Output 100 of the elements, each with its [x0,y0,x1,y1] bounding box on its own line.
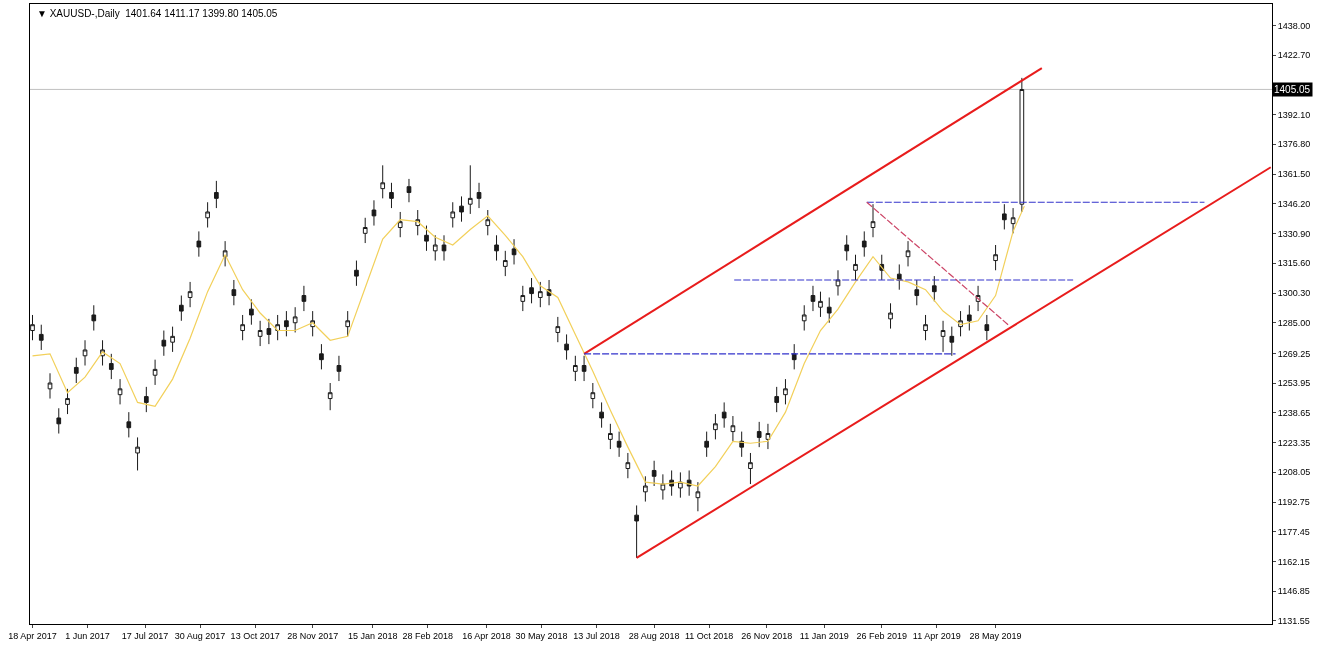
candlestick [476,182,482,209]
candlestick [257,320,263,347]
candlestick [371,199,377,227]
candlestick [292,306,298,333]
candlestick [380,164,386,199]
candlestick [896,263,902,291]
candlestick [949,326,955,357]
candlestick [993,244,998,271]
candlestick [721,401,727,429]
candlestick [231,279,237,306]
candlestick [441,234,447,262]
x-tick-label: 30 May 2018 [515,630,568,641]
candlestick [126,411,132,438]
y-tick-label: 1330.90 [1277,228,1311,239]
candlestick [152,359,158,386]
chart-title: ▼ XAUUSD-,Daily 1401.64 1411.17 1399.80 1405.05 [37,8,278,19]
candlestick [1002,203,1007,230]
y-tick-label: 1285.00 [1277,317,1311,328]
candlestick [888,302,893,330]
candlestick [608,423,613,450]
candlestick [940,320,946,353]
candlestick [931,275,937,302]
candlestick [205,201,210,229]
candlestick [301,285,307,312]
y-tick-label: 1361.50 [1277,169,1311,180]
candlestick [520,285,526,312]
candlestick [240,314,245,341]
candlestick [537,281,543,308]
y-tick-label: 1269.25 [1277,348,1311,359]
candlestick [502,250,508,277]
candlestick [923,314,928,341]
candlestick [424,225,429,252]
candlestick [810,285,816,312]
candlestick [362,217,368,244]
candlestick [354,260,359,287]
ref-line-label: 1405.05 [1274,84,1311,95]
x-tick-label: 30 Aug 2017 [174,630,226,641]
candlestick [625,452,631,479]
candlestick [494,234,499,262]
line-series [31,205,1025,487]
candlestick [1010,207,1016,234]
candlestick [748,452,753,485]
candlestick [161,330,167,357]
x-tick-label: 17 Jul 2017 [121,630,169,641]
candlestick [117,378,123,405]
candlestick [73,357,79,384]
candlestick [801,304,807,332]
candlestick [966,304,972,332]
y-tick-label: 1177.45 [1277,526,1310,537]
candlestick [336,355,342,382]
candlestick [432,234,438,262]
candlestick [643,475,648,503]
candlestick [284,310,289,337]
y-tick-label: 1146.85 [1277,586,1310,597]
candlestick [774,386,780,413]
x-tick-label: 11 Jan 2019 [799,630,849,641]
candlestick [555,316,561,343]
candlestick [704,431,709,458]
y-tick-label: 1300.30 [1277,288,1311,299]
candlestick [485,209,491,236]
x-tick-label: 28 Feb 2018 [402,630,454,641]
y-tick-label: 1162.15 [1277,556,1310,567]
candlestick [327,382,333,411]
y-tick-label: 1238.65 [1277,407,1311,418]
candlestick [467,164,473,215]
candlestick [143,386,149,413]
y-tick-label: 1208.05 [1277,467,1311,478]
candlestick [634,504,639,559]
y-tick-label: 1346.20 [1277,198,1311,209]
y-tick-label: 1422.70 [1277,50,1311,61]
candlestick [695,481,701,512]
candlestick [56,407,62,435]
x-tick-label: 13 Oct 2017 [230,630,280,641]
x-tick-label: 28 Aug 2018 [628,630,680,641]
candlestick [581,355,587,382]
candlestick [47,372,53,400]
y-tick-label: 1223.35 [1277,437,1311,448]
y-tick-label: 1438.00 [1277,20,1311,31]
y-tick-label: 1376.80 [1277,139,1311,150]
x-tick-label: 28 May 2019 [969,630,1022,641]
candlestick [389,182,394,209]
candlestick [599,401,604,429]
x-tick-label: 11 Apr 2019 [912,630,961,641]
candlestick [30,314,35,341]
y-tick-label: 1131.55 [1277,616,1310,627]
candlestick [345,310,351,337]
candlestick [730,415,736,442]
candlestick [450,201,456,229]
x-tick-label: 13 Jul 2018 [573,630,620,641]
candlestick [914,279,920,306]
candlestick [818,291,823,318]
candlestick [765,423,771,450]
candlestick [870,203,876,238]
candlestick [678,471,683,499]
candlestick [249,298,254,326]
candlestick [861,230,867,258]
candlestick [82,339,88,366]
candlestick [756,421,762,448]
candlestick [91,304,97,332]
x-tick-label: 28 Nov 2017 [287,630,339,641]
